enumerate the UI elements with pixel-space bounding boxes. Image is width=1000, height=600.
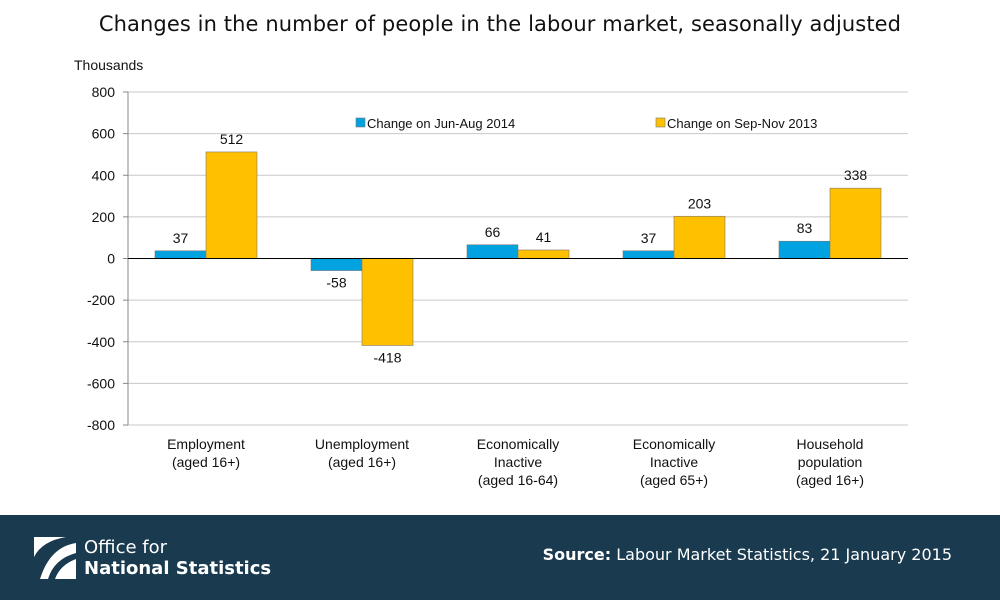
ons-wordmark-line2: National Statistics xyxy=(84,558,272,579)
data-label: -58 xyxy=(326,275,346,291)
y-axis-label: Thousands xyxy=(74,57,143,73)
data-label: -418 xyxy=(373,349,401,365)
data-label: 37 xyxy=(173,230,189,246)
data-label: 203 xyxy=(688,195,712,211)
source-note: Source: Labour Market Statistics, 21 Jan… xyxy=(543,545,952,564)
y-tick-label: 200 xyxy=(92,209,116,225)
x-tick-label: (aged 65+) xyxy=(640,472,708,488)
source-label: Source: xyxy=(542,545,612,564)
ons-logo-icon xyxy=(34,537,76,579)
data-label: 37 xyxy=(641,230,657,246)
x-tick-label: (aged 16+) xyxy=(172,454,240,470)
x-tick-label: Household xyxy=(797,436,864,452)
x-tick-label: Inactive xyxy=(650,454,698,470)
legend-swatch xyxy=(355,117,366,128)
x-tick-label: Employment xyxy=(167,436,245,452)
y-tick-label: 400 xyxy=(92,167,116,183)
bar-chart: Thousands 800 600 400 200 0 -200 -400 -600 -800 37… xyxy=(74,57,908,488)
y-tick-label: -200 xyxy=(87,292,115,308)
legend-label: Change on Sep-Nov 2013 xyxy=(667,116,817,131)
chart-title: Changes in the number of people in the l… xyxy=(98,12,902,36)
y-tick-label: -600 xyxy=(87,375,115,391)
y-tick-label: 600 xyxy=(92,126,116,142)
x-tick-label: (aged 16-64) xyxy=(478,472,558,488)
data-label: 66 xyxy=(485,224,501,240)
y-tick-label: 800 xyxy=(92,84,116,100)
bar xyxy=(154,250,207,259)
x-tick-label: Economically xyxy=(633,436,715,452)
data-label: 512 xyxy=(220,131,244,147)
ons-wordmark-line1: Office for xyxy=(84,537,168,558)
bar xyxy=(361,258,414,346)
bar xyxy=(517,249,570,259)
data-label: 41 xyxy=(536,229,552,245)
y-tick-label: -800 xyxy=(87,417,115,433)
y-tick-label: -400 xyxy=(87,334,115,350)
data-label: 83 xyxy=(797,220,813,236)
bar xyxy=(466,244,519,259)
data-label: 338 xyxy=(844,167,868,183)
footer-bar xyxy=(0,515,1000,600)
x-tick-label: (aged 16+) xyxy=(796,472,864,488)
bar xyxy=(310,258,363,271)
source-text: Labour Market Statistics, 21 January 201… xyxy=(616,545,952,564)
legend-swatch xyxy=(655,117,666,128)
x-tick-label: Inactive xyxy=(494,454,542,470)
bar xyxy=(778,240,831,259)
bar xyxy=(673,215,726,259)
x-tick-label: (aged 16+) xyxy=(328,454,396,470)
legend-label: Change on Jun-Aug 2014 xyxy=(367,116,515,131)
bar xyxy=(205,151,258,259)
ons-wordmark: Office for National Statistics xyxy=(84,537,271,579)
x-tick-label: population xyxy=(798,454,863,470)
bar xyxy=(622,250,675,259)
bar xyxy=(829,187,882,259)
x-tick-label: Economically xyxy=(477,436,559,452)
y-tick-label: 0 xyxy=(107,251,115,267)
x-tick-label: Unemployment xyxy=(315,436,409,452)
